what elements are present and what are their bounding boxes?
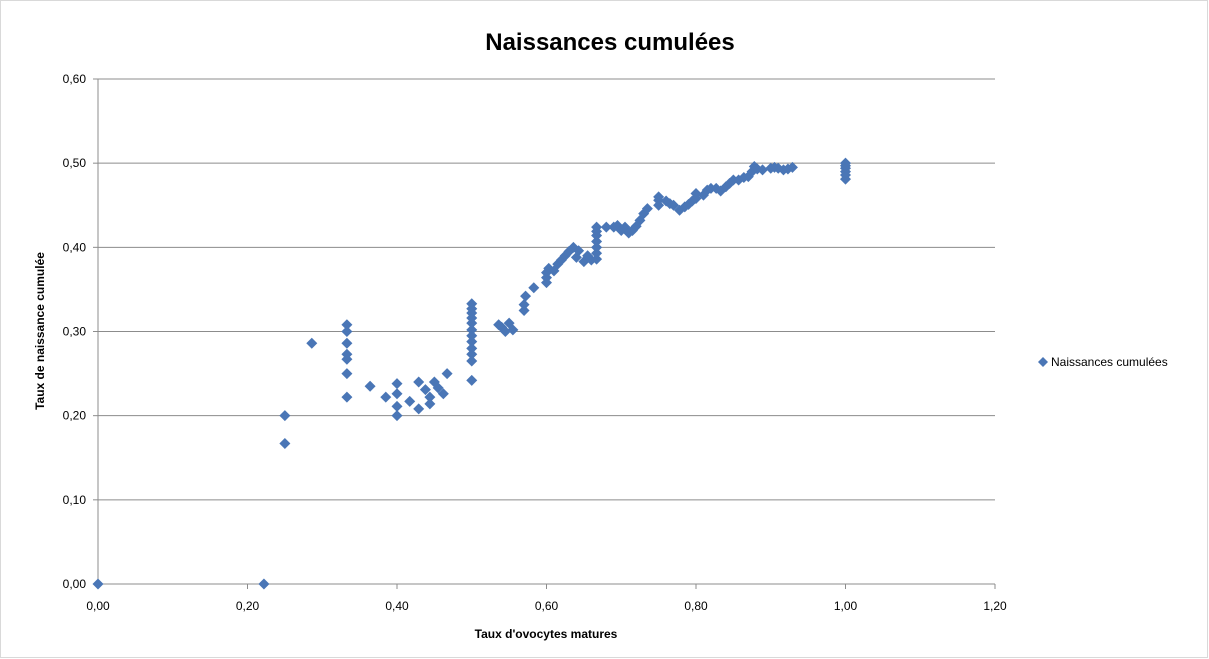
data-point [507, 324, 519, 336]
data-point [424, 391, 436, 403]
data-point [391, 378, 403, 390]
data-point [668, 199, 680, 211]
x-tick-label: 0,20 [236, 599, 260, 613]
data-point [786, 161, 798, 173]
data-point [279, 410, 291, 422]
x-tick-label: 0,60 [535, 599, 559, 613]
data-point [404, 395, 416, 407]
data-point [520, 290, 532, 302]
data-point [466, 355, 478, 367]
data-points [92, 157, 851, 590]
y-tick-label: 0,60 [63, 72, 87, 86]
data-point [279, 437, 291, 449]
axes [93, 78, 996, 589]
y-tick-labels: 0,00 0,10 0,20 0,30 0,40 0,50 0,60 [63, 72, 87, 591]
data-point [391, 410, 403, 422]
data-point [306, 337, 318, 349]
data-point [641, 203, 653, 215]
data-point [591, 241, 603, 253]
data-point [364, 380, 376, 392]
data-point [341, 319, 353, 331]
y-axis-title: Taux de naissance cumulée [33, 252, 47, 410]
data-point [690, 187, 702, 199]
data-point [466, 298, 478, 310]
data-point [466, 348, 478, 360]
data-point [391, 400, 403, 412]
data-point [341, 348, 353, 360]
x-tick-label: 1,20 [983, 599, 1007, 613]
data-point [413, 376, 425, 388]
y-tick-label: 0,30 [63, 325, 87, 339]
data-point [380, 391, 392, 403]
gridlines [98, 78, 995, 501]
x-tick-label: 0,00 [86, 599, 110, 613]
data-point [591, 253, 603, 265]
y-tick-label: 0,10 [63, 493, 87, 507]
data-point [466, 342, 478, 354]
data-point [424, 398, 436, 410]
data-point [518, 299, 530, 311]
data-point [528, 282, 540, 294]
data-point [466, 336, 478, 348]
data-point [591, 247, 603, 259]
data-point [341, 368, 353, 380]
data-point [591, 221, 603, 233]
data-point [258, 578, 270, 590]
data-point [391, 388, 403, 400]
data-point [437, 388, 449, 400]
x-axis-title: Taux d'ovocytes matures [475, 627, 618, 641]
data-point [840, 157, 851, 169]
chart-title: Naissances cumulées [485, 29, 734, 56]
data-point [600, 221, 612, 233]
x-tick-labels: 0,00 0,20 0,40 0,60 0,80 1,00 1,20 [86, 599, 1007, 613]
data-point [757, 164, 769, 176]
x-tick-label: 1,00 [834, 599, 858, 613]
data-point [341, 391, 353, 403]
data-point [341, 326, 353, 337]
y-tick-label: 0,50 [63, 156, 87, 170]
data-point [653, 191, 665, 203]
data-point [499, 326, 511, 337]
data-point [466, 374, 478, 386]
data-point [441, 368, 453, 380]
y-tick-label: 0,40 [63, 240, 87, 254]
data-point [573, 245, 585, 257]
x-tick-label: 0,40 [385, 599, 409, 613]
y-tick-label: 0,00 [63, 577, 87, 591]
data-point [92, 578, 104, 590]
data-point [466, 324, 478, 336]
x-tick-label: 0,80 [684, 599, 708, 613]
y-tick-label: 0,20 [63, 409, 87, 423]
legend-marker [1038, 357, 1048, 367]
data-point [413, 403, 425, 415]
data-point [518, 304, 530, 316]
legend: Naissances cumulées [1038, 355, 1168, 369]
legend-label: Naissances cumulées [1051, 355, 1168, 369]
data-point [419, 384, 431, 396]
data-point [432, 382, 444, 394]
data-point [591, 235, 603, 247]
data-point [466, 330, 478, 342]
data-point [341, 337, 353, 349]
